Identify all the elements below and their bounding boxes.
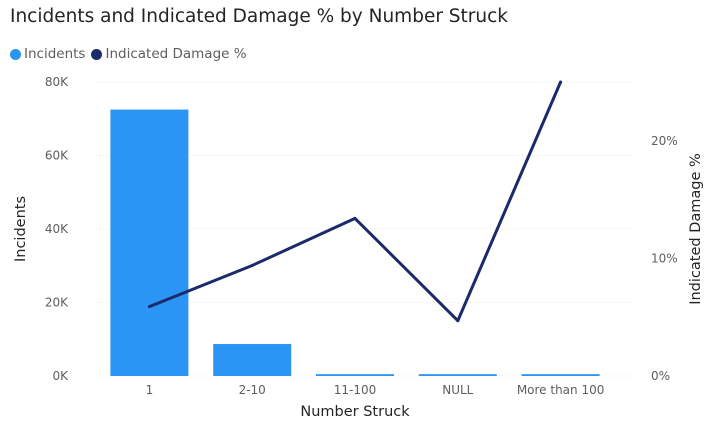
damage-line[interactable]	[148, 81, 562, 323]
x-tick-label: 11-100	[334, 383, 377, 397]
y2-tick-label: 0%	[651, 369, 670, 383]
incidents-bar[interactable]	[316, 374, 394, 376]
legend-label-incidents: Incidents	[24, 46, 86, 62]
incidents-bar[interactable]	[110, 109, 189, 376]
damage-point[interactable]	[456, 319, 460, 323]
y-axis-title: Incidents	[13, 196, 29, 262]
x-tick-label: 1	[146, 383, 154, 397]
chart-title: Incidents and Indicated Damage % by Numb…	[10, 6, 509, 27]
x-tick-label: More than 100	[517, 383, 605, 397]
legend-label-damage: Indicated Damage %	[105, 46, 247, 62]
incidents-bar[interactable]	[213, 344, 292, 376]
y2-axis-title: Indicated Damage %	[688, 153, 704, 305]
chart-legend: Incidents Indicated Damage %	[10, 46, 253, 62]
y-tick-label: 60K	[45, 149, 69, 163]
legend-item-damage[interactable]: Indicated Damage %	[91, 46, 247, 62]
legend-item-incidents[interactable]: Incidents	[10, 46, 85, 62]
damage-point[interactable]	[250, 263, 254, 267]
y-tick-label: 20K	[45, 296, 69, 310]
x-axis-title: Number Struck	[300, 404, 410, 420]
damage-point[interactable]	[353, 216, 357, 220]
y-tick-label: 80K	[45, 75, 69, 89]
bars	[110, 109, 600, 376]
damage-line-group	[147, 80, 563, 323]
x-tick-label: NULL	[442, 383, 473, 397]
y-tick-label: 0K	[52, 369, 69, 383]
x-tick-label: 2-10	[239, 383, 266, 397]
legend-marker-damage	[91, 48, 103, 60]
incidents-bar[interactable]	[521, 374, 600, 376]
y2-tick-label: 10%	[651, 251, 678, 265]
axis-ticks: 0K 20K 40K 60K 80K 0% 10% 20% 1 2-10 11-100 NULL Mor…	[45, 75, 678, 397]
legend-marker-incidents	[10, 48, 21, 60]
y-tick-label: 40K	[45, 222, 69, 236]
damage-point[interactable]	[147, 305, 151, 309]
incidents-bar[interactable]	[418, 374, 497, 376]
damage-point[interactable]	[559, 80, 563, 84]
y2-tick-label: 20%	[651, 134, 678, 148]
